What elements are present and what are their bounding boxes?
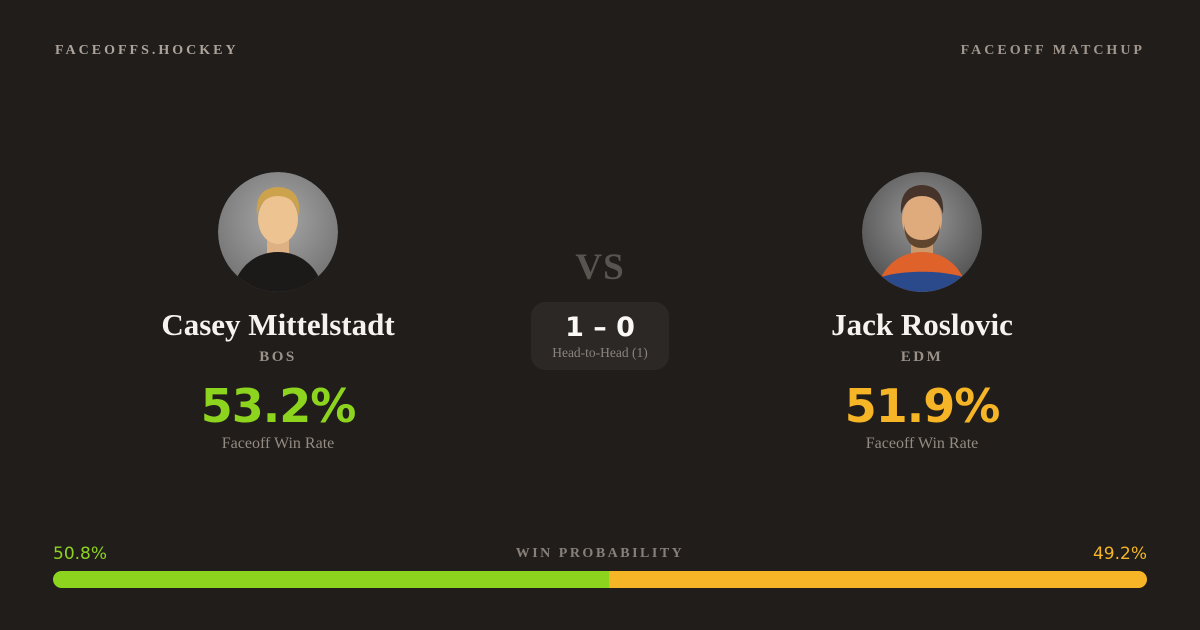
player-card-right: Jack Roslovic EDM 51.9% Faceoff Win Rate [742, 172, 1102, 454]
player-avatar-right [862, 172, 982, 292]
win-rate-left: 53.2% [200, 379, 357, 433]
win-prob-bar [53, 571, 1147, 588]
head-to-head-label: Head-to-Head (1) [552, 345, 648, 360]
page-type-label: FACEOFF MATCHUP [960, 43, 1145, 58]
win-rate-right: 51.9% [844, 379, 1001, 433]
win-prob-left-value: 50.8% [53, 544, 108, 564]
player-name-left: Casey Mittelstadt [161, 307, 395, 342]
win-prob-right-value: 49.2% [1092, 544, 1147, 564]
player-name-right: Jack Roslovic [831, 307, 1013, 342]
player-avatar-left [218, 172, 338, 292]
win-rate-label-right: Faceoff Win Rate [865, 435, 979, 452]
head-to-head-score: 1 – 0 [565, 312, 635, 343]
win-prob-bar-left [53, 571, 609, 588]
vs-label: VS [575, 247, 625, 288]
win-prob-bar-right [608, 571, 1147, 588]
player-team-left: BOS [259, 349, 297, 365]
player-team-right: EDM [900, 349, 944, 365]
site-brand-label: FACEOFFS.HOCKEY [55, 43, 239, 58]
head-to-head-box: 1 – 0 Head-to-Head (1) [531, 302, 669, 370]
matchup-center: VS 1 – 0 Head-to-Head (1) [500, 246, 700, 370]
player-card-left: Casey Mittelstadt BOS 53.2% Faceoff Win … [98, 172, 458, 454]
win-rate-label-left: Faceoff Win Rate [221, 435, 335, 452]
win-prob-title: WIN PROBABILITY [515, 546, 685, 561]
